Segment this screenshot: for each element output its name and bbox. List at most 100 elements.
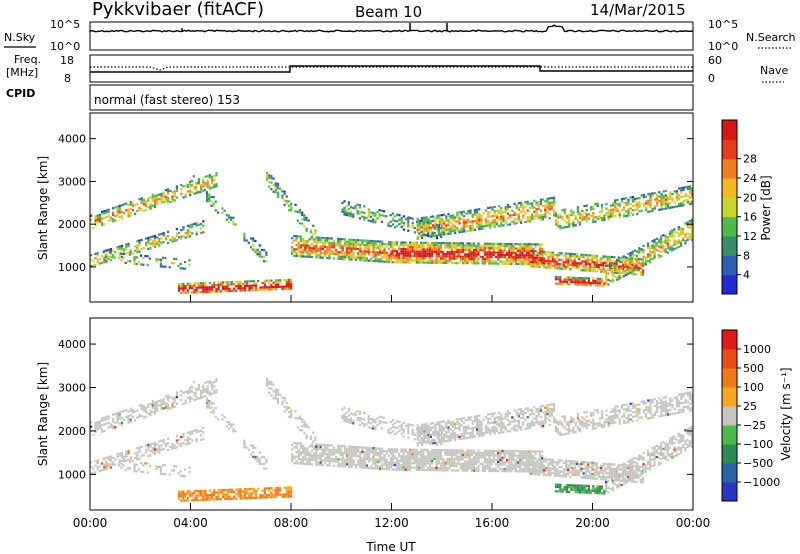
power-cell xyxy=(120,204,123,207)
velocity-cell xyxy=(186,497,189,500)
power-cell xyxy=(158,240,161,243)
power-cell xyxy=(607,283,610,286)
power-cell xyxy=(525,260,528,263)
power-cell xyxy=(211,175,214,178)
power-cell xyxy=(365,216,368,219)
velocity-cell xyxy=(319,457,322,460)
power-cell xyxy=(512,258,515,261)
power-cell xyxy=(454,216,457,219)
velocity-cell xyxy=(427,431,430,434)
velocity-cell xyxy=(527,459,531,462)
velocity-cell xyxy=(453,458,456,461)
power-cell xyxy=(583,205,586,208)
power-cell xyxy=(258,253,261,256)
power-cell xyxy=(197,286,200,289)
velocity-cell xyxy=(446,449,449,452)
velocity-cell xyxy=(202,498,205,501)
velocity-cell xyxy=(297,448,300,452)
power-cell xyxy=(310,249,313,252)
velocity-cell xyxy=(466,449,469,452)
velocity-cell xyxy=(270,491,273,494)
power-cell xyxy=(465,230,468,233)
velocity-cell xyxy=(189,395,192,399)
power-cell xyxy=(306,253,309,256)
power-cell xyxy=(576,212,579,215)
velocity-cell xyxy=(470,458,473,461)
velocity-cell xyxy=(265,377,269,381)
velocity-cell xyxy=(422,448,425,452)
power-cell xyxy=(662,249,665,252)
power-cell xyxy=(675,205,678,208)
power-cell xyxy=(623,208,626,211)
power-cell xyxy=(531,213,534,216)
power-cell xyxy=(433,232,436,235)
velocity-cell xyxy=(317,461,320,464)
power-cell xyxy=(472,255,476,258)
power-cell xyxy=(489,221,492,225)
power-cell xyxy=(361,243,364,246)
velocity-cell xyxy=(536,450,539,453)
power-cell xyxy=(173,199,176,202)
power-cell xyxy=(601,284,604,287)
velocity-cell xyxy=(409,462,412,465)
velocity-cell xyxy=(298,417,302,420)
power-cell xyxy=(641,273,645,276)
power-cell xyxy=(512,243,515,246)
power-cell xyxy=(596,215,599,218)
velocity-cell xyxy=(235,492,238,496)
power-cell xyxy=(396,224,399,227)
power-cell xyxy=(164,195,167,198)
power-cell xyxy=(389,225,392,228)
power-cell xyxy=(290,280,293,284)
velocity-cell xyxy=(426,468,429,472)
power-cell xyxy=(576,210,579,213)
power-cell xyxy=(350,254,353,257)
power-cell xyxy=(546,202,549,205)
power-cell xyxy=(618,259,621,263)
power-cell xyxy=(668,239,672,242)
velocity-cell xyxy=(127,410,130,413)
velocity-cell xyxy=(497,454,500,457)
power-cell xyxy=(317,247,320,250)
velocity-cell xyxy=(204,494,207,497)
power-cell xyxy=(493,223,496,226)
power-cell xyxy=(206,185,209,189)
velocity-cell xyxy=(359,450,362,453)
velocity-cell xyxy=(512,452,515,455)
power-cell xyxy=(467,209,470,213)
power-cell xyxy=(503,245,506,248)
power-cell xyxy=(374,260,377,263)
power-cell xyxy=(533,199,536,202)
power-cell xyxy=(252,284,255,287)
power-cell xyxy=(495,220,498,224)
power-cell xyxy=(510,262,513,265)
power-cell xyxy=(197,180,200,183)
power-cell xyxy=(618,211,621,214)
power-cell xyxy=(435,248,438,251)
power-cell xyxy=(293,254,296,257)
power-cell xyxy=(509,205,512,208)
power-cell xyxy=(671,206,674,209)
velocity-cell xyxy=(149,443,152,446)
velocity-cell xyxy=(116,412,119,415)
velocity-cell xyxy=(406,468,410,471)
power-cell xyxy=(153,195,156,198)
velocity-cell xyxy=(346,449,349,453)
power-cell xyxy=(517,213,520,216)
velocity-cell xyxy=(505,461,509,464)
power-cell xyxy=(402,215,405,218)
power-cell xyxy=(512,256,515,259)
power-cell xyxy=(554,223,557,226)
power-cell xyxy=(326,252,329,255)
power-cell xyxy=(443,222,446,225)
power-cell xyxy=(133,260,136,263)
power-cell xyxy=(642,255,645,258)
power-cell xyxy=(506,212,509,215)
freq-tick-bottom: 8 xyxy=(64,72,71,85)
velocity-cell xyxy=(505,458,509,462)
velocity-cell xyxy=(195,494,198,497)
power-cell xyxy=(210,200,213,203)
power-cell xyxy=(550,208,553,211)
velocity-cell xyxy=(270,493,273,497)
power-cell xyxy=(109,250,112,253)
